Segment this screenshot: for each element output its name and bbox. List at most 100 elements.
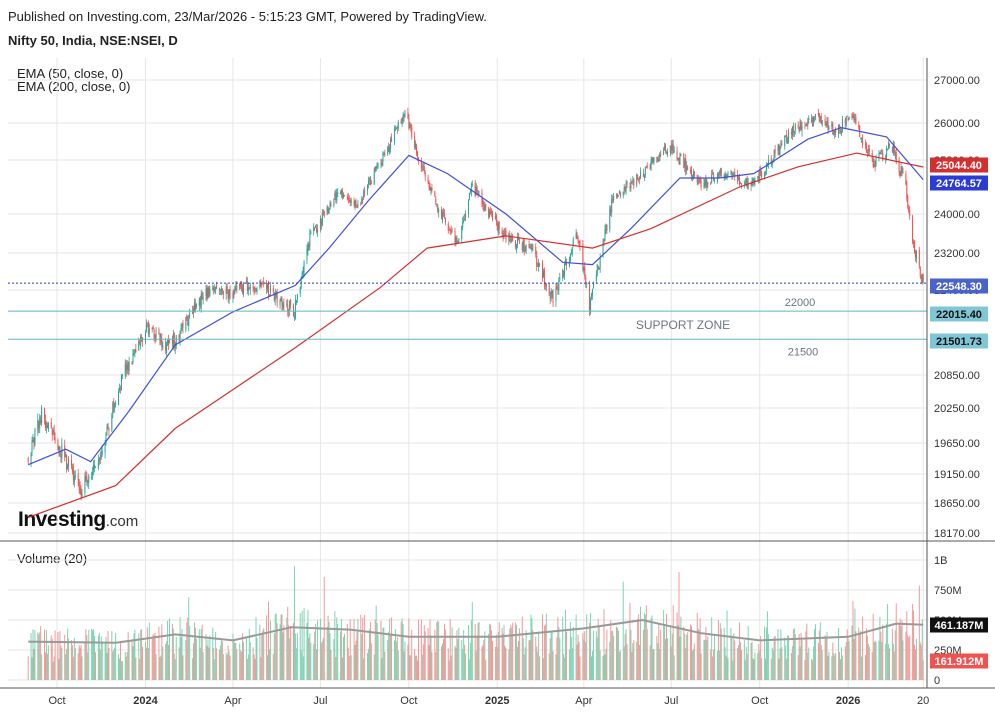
candle-body: [658, 159, 660, 161]
candle-body: [159, 334, 161, 341]
volume-bar: [687, 632, 689, 680]
volume-bar: [644, 614, 646, 680]
candle-body: [794, 124, 796, 130]
volume-bar: [328, 621, 330, 680]
volume-bar: [268, 601, 270, 680]
volume-bar: [718, 650, 720, 680]
volume-bar: [616, 626, 618, 680]
volume-bar: [844, 646, 846, 680]
volume-bar: [731, 636, 733, 680]
candle-body: [199, 297, 201, 305]
candle-body: [826, 120, 828, 125]
volume-bar: [450, 655, 452, 680]
candle-body: [899, 171, 901, 175]
candle-body: [811, 116, 813, 122]
volume-bar: [583, 639, 585, 680]
candle-body: [664, 145, 666, 150]
candle-body: [922, 273, 924, 284]
candle-body: [293, 317, 295, 319]
candle-body: [158, 328, 160, 334]
volume-bar: [50, 635, 52, 680]
ema200-legend[interactable]: EMA (200, close, 0): [17, 79, 131, 94]
volume-bar: [799, 646, 801, 680]
volume-bar: [391, 617, 393, 680]
volume-bar: [875, 641, 877, 680]
volume-bar: [409, 655, 411, 680]
volume-ma-label-value: 461.187M: [935, 620, 984, 632]
candle-body: [361, 198, 363, 203]
volume-bar: [435, 652, 437, 680]
candle-body: [812, 119, 814, 127]
volume-bar: [119, 642, 121, 680]
candle-body: [335, 192, 337, 200]
volume-bar: [835, 653, 837, 680]
volume-bar: [757, 652, 759, 680]
candle-body: [799, 121, 801, 131]
support-21500-label-box[interactable]: [930, 333, 988, 349]
candle-body: [780, 142, 782, 147]
ema200-price-label-box[interactable]: [930, 157, 988, 173]
candle-body: [650, 160, 652, 169]
candle-body: [793, 130, 795, 133]
candle-body: [125, 362, 127, 372]
volume-bar: [740, 642, 742, 680]
last-price-label-box[interactable]: [930, 278, 988, 294]
published-caption: Published on Investing.com, 23/Mar/2026 …: [8, 9, 487, 24]
volume-bar: [549, 638, 551, 680]
volume-bar: [511, 627, 513, 680]
volume-bar: [797, 655, 799, 680]
candle-body: [233, 290, 235, 296]
volume-bar: [497, 632, 499, 680]
volume-ma-label-box[interactable]: [930, 617, 988, 633]
candle-body: [686, 166, 688, 171]
volume-bar: [779, 648, 781, 680]
candle-body: [155, 330, 157, 339]
volume-bar: [645, 605, 647, 680]
last-volume-label-box[interactable]: [930, 653, 988, 669]
volume-bar: [81, 656, 83, 680]
volume-bar: [859, 632, 861, 680]
ema50-legend[interactable]: EMA (50, close, 0): [17, 66, 124, 81]
volume-bar: [656, 635, 658, 680]
candle-body: [797, 124, 799, 128]
price-labels[interactable]: 25044.40 24764.57 22548.30 22015.40 21501.73…: [930, 157, 988, 669]
volume-bar: [606, 629, 608, 680]
volume-bar: [773, 636, 775, 680]
volume-bar: [888, 644, 890, 680]
volume-bar: [777, 629, 779, 680]
volume-bar: [700, 653, 702, 680]
volume-bar: [523, 654, 525, 680]
candle-body: [872, 157, 874, 167]
volume-bar: [894, 630, 896, 680]
candle-body: [71, 466, 73, 472]
candle-body: [134, 349, 136, 353]
volume-bar: [686, 634, 688, 680]
candle-body: [414, 136, 416, 149]
candle-body: [274, 293, 276, 300]
volume-bar: [537, 651, 539, 680]
volume-bar: [570, 637, 572, 680]
candle-body: [316, 227, 318, 233]
support-22000-label-box[interactable]: [930, 306, 988, 322]
candle-body: [905, 174, 907, 184]
volume-bar: [225, 652, 227, 680]
volume-bar: [274, 613, 276, 680]
volume-bar: [657, 643, 659, 680]
candle-body: [186, 315, 188, 317]
volume-bar: [707, 636, 709, 680]
candle-body: [215, 286, 217, 291]
candle-body: [87, 481, 89, 483]
volume-bar: [476, 635, 478, 680]
candle-body: [349, 200, 351, 203]
volume-bar: [813, 646, 815, 680]
volume-legend[interactable]: Volume (20): [17, 551, 88, 566]
candle-body: [875, 155, 877, 166]
ema50-price-label-box[interactable]: [930, 175, 988, 191]
volume-bar: [730, 627, 732, 680]
candle-body: [307, 243, 309, 251]
time-tick-label: Jul: [664, 695, 678, 707]
candle-body: [301, 273, 303, 280]
candle-body: [535, 246, 537, 255]
candle-body: [226, 286, 228, 293]
